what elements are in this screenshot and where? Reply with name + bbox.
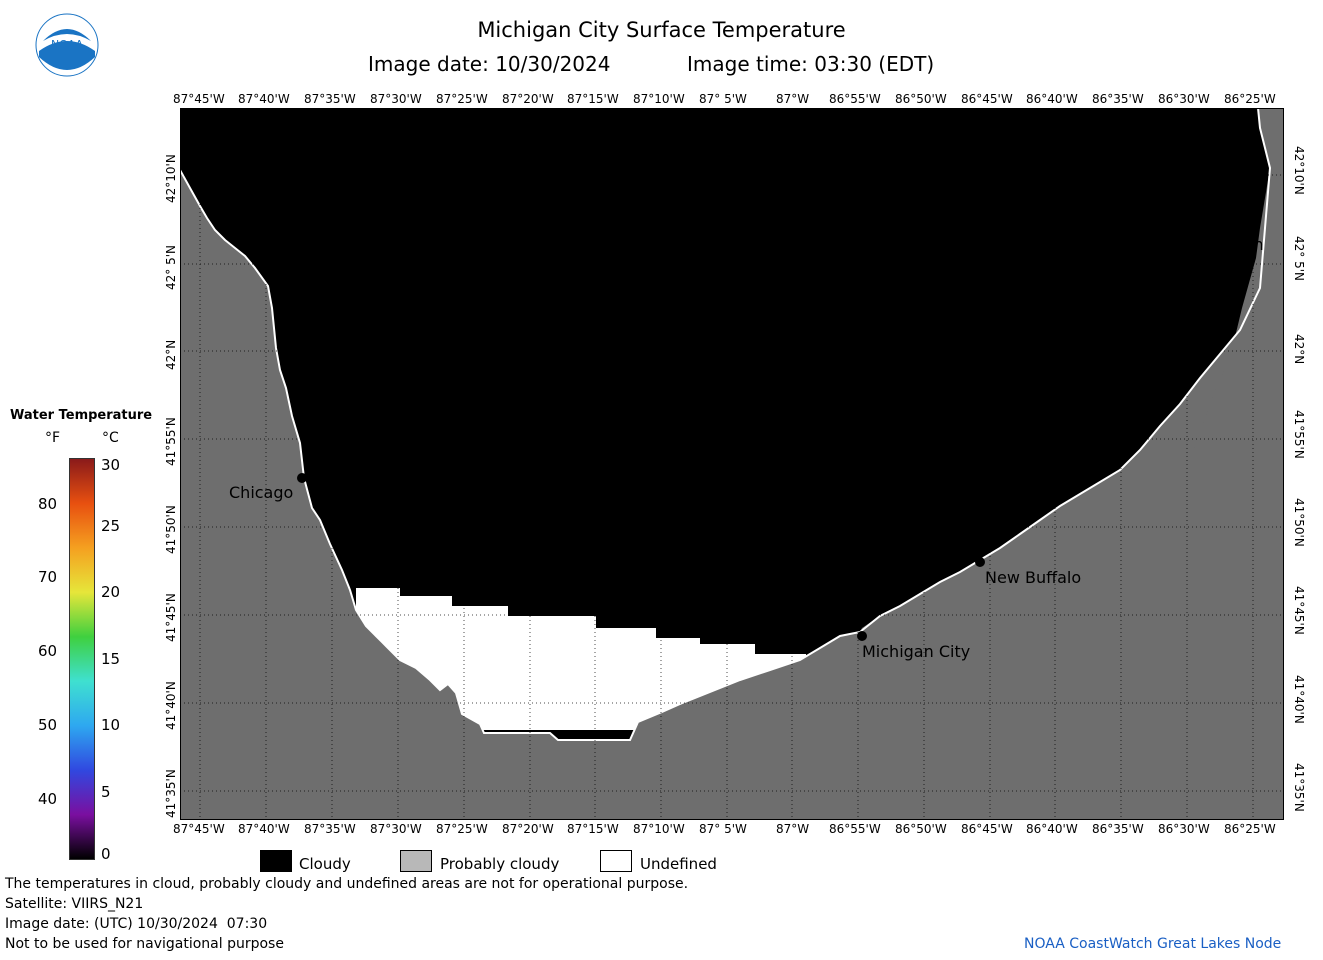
city-label-st-joseph: St. Joseph — [1184, 235, 1264, 254]
image-time: Image time: 03:30 (EDT) — [687, 52, 935, 76]
lat-label: 42° 5'N — [164, 245, 178, 290]
lon-label: 86°50'W — [895, 92, 947, 106]
graticule — [180, 108, 1284, 820]
lon-label: 87°45'W — [173, 822, 225, 836]
city-marker-michigan-city — [857, 631, 867, 641]
legend-swatch-cloudy — [260, 850, 292, 872]
colorbar-f-tick: 80 — [38, 495, 58, 513]
lat-label: 41°50'N — [164, 505, 178, 554]
lat-label: 41°45'N — [1292, 586, 1306, 635]
lon-label: 86°50'W — [895, 822, 947, 836]
colorbar-c-tick: 5 — [101, 783, 111, 801]
lat-label: 42°10'N — [164, 154, 178, 203]
lon-label: 86°45'W — [961, 92, 1013, 106]
lat-label: 41°40'N — [1292, 675, 1306, 724]
colorbar-unit-f: °F — [45, 430, 61, 446]
lon-label: 87°W — [776, 92, 810, 106]
lat-label: 42° 5'N — [1292, 236, 1306, 281]
colorbar-unit-c: °C — [102, 430, 119, 446]
lat-label: 41°35'N — [1292, 763, 1306, 812]
colorbar-f-tick: 60 — [38, 642, 58, 660]
lon-label: 87°30'W — [370, 822, 422, 836]
lon-label: 87°10'W — [633, 822, 685, 836]
colorbar-c-tick: 15 — [101, 650, 121, 668]
lon-label: 86°25'W — [1224, 822, 1276, 836]
colorbar-c-tick: 25 — [101, 517, 121, 535]
image-date: Image date: 10/30/2024 — [368, 52, 611, 76]
lon-label: 87°40'W — [238, 822, 290, 836]
lon-label: 87°20'W — [502, 822, 554, 836]
city-label-new-buffalo: New Buffalo — [985, 568, 1082, 587]
lat-label: 41°35'N — [164, 769, 178, 818]
lon-label: 87° 5'W — [699, 92, 747, 106]
lon-label: 87°10'W — [633, 92, 685, 106]
lon-label: 86°30'W — [1158, 822, 1210, 836]
lon-label: 87°20'W — [502, 92, 554, 106]
legend-probably-cloudy: Probably cloudy — [440, 855, 560, 873]
land-illinois-indiana — [180, 168, 1284, 820]
coastline — [180, 108, 1272, 741]
lon-label: 86°35'W — [1092, 822, 1144, 836]
city-marker-chicago — [297, 473, 307, 483]
colorbar-c-tick: 20 — [101, 583, 121, 601]
map-canvas — [180, 108, 1284, 820]
lon-label: 87°15'W — [567, 92, 619, 106]
lon-label: 87°30'W — [370, 92, 422, 106]
footer-satellite: Satellite: VIIRS_N21 — [5, 896, 144, 912]
lon-label: 86°40'W — [1026, 822, 1078, 836]
lon-label: 86°30'W — [1158, 92, 1210, 106]
lon-label: 87°40'W — [238, 92, 290, 106]
lon-label: 86°40'W — [1026, 92, 1078, 106]
undefined-area — [356, 588, 810, 730]
noaa-logo: NOAA — [35, 13, 99, 77]
colorbar — [69, 458, 95, 860]
colorbar-title: Water Temperature — [10, 408, 153, 423]
colorbar-f-tick: 50 — [38, 716, 58, 734]
city-marker-st-joseph — [1184, 220, 1192, 228]
lat-label: 42°10'N — [1292, 146, 1306, 195]
colorbar-f-tick: 40 — [38, 790, 58, 808]
footer-disclaimer: The temperatures in cloud, probably clou… — [5, 876, 689, 892]
colorbar-c-tick: 30 — [101, 456, 121, 474]
legend-undefined: Undefined — [640, 855, 717, 873]
lat-label: 41°45'N — [164, 593, 178, 642]
legend-swatch-undefined — [600, 850, 632, 872]
city-label-michigan-city: Michigan City — [862, 642, 971, 661]
footer-credit: NOAA CoastWatch Great Lakes Node — [1024, 936, 1282, 952]
lat-label: 42°N — [164, 339, 178, 370]
footer-utc-date: Image date: (UTC) 10/30/2024 07:30 — [5, 916, 268, 932]
lon-label: 87°35'W — [304, 822, 356, 836]
lon-label: 87°35'W — [304, 92, 356, 106]
footer-navigation-warning: Not to be used for navigational purpose — [5, 936, 284, 952]
lon-label: 87°15'W — [567, 822, 619, 836]
lon-label: 87°25'W — [436, 822, 488, 836]
lat-label: 41°40'N — [164, 681, 178, 730]
page-title: Michigan City Surface Temperature — [477, 18, 846, 42]
lon-label: 86°55'W — [829, 822, 881, 836]
colorbar-c-tick: 10 — [101, 716, 121, 734]
noaa-logo-text: NOAA — [51, 38, 84, 51]
lon-label: 86°25'W — [1224, 92, 1276, 106]
city-marker-new-buffalo — [975, 557, 985, 567]
lat-label: 42°N — [1292, 334, 1306, 365]
lon-label: 87°25'W — [436, 92, 488, 106]
colorbar-c-tick: 0 — [101, 845, 111, 863]
city-label-chicago: Chicago — [229, 483, 294, 502]
colorbar-f-tick: 70 — [38, 568, 58, 586]
land-michigan — [1140, 108, 1284, 820]
lat-label: 41°55'N — [164, 417, 178, 466]
lat-label: 41°50'N — [1292, 498, 1306, 547]
lon-label: 86°45'W — [961, 822, 1013, 836]
lat-label: 41°55'N — [1292, 410, 1306, 459]
lon-label: 86°55'W — [829, 92, 881, 106]
legend-cloudy: Cloudy — [299, 855, 351, 873]
lon-label: 87° 5'W — [699, 822, 747, 836]
legend-swatch-probably-cloudy — [400, 850, 432, 872]
lon-label: 86°35'W — [1092, 92, 1144, 106]
lon-label: 87°W — [776, 822, 810, 836]
lon-label: 87°45'W — [173, 92, 225, 106]
